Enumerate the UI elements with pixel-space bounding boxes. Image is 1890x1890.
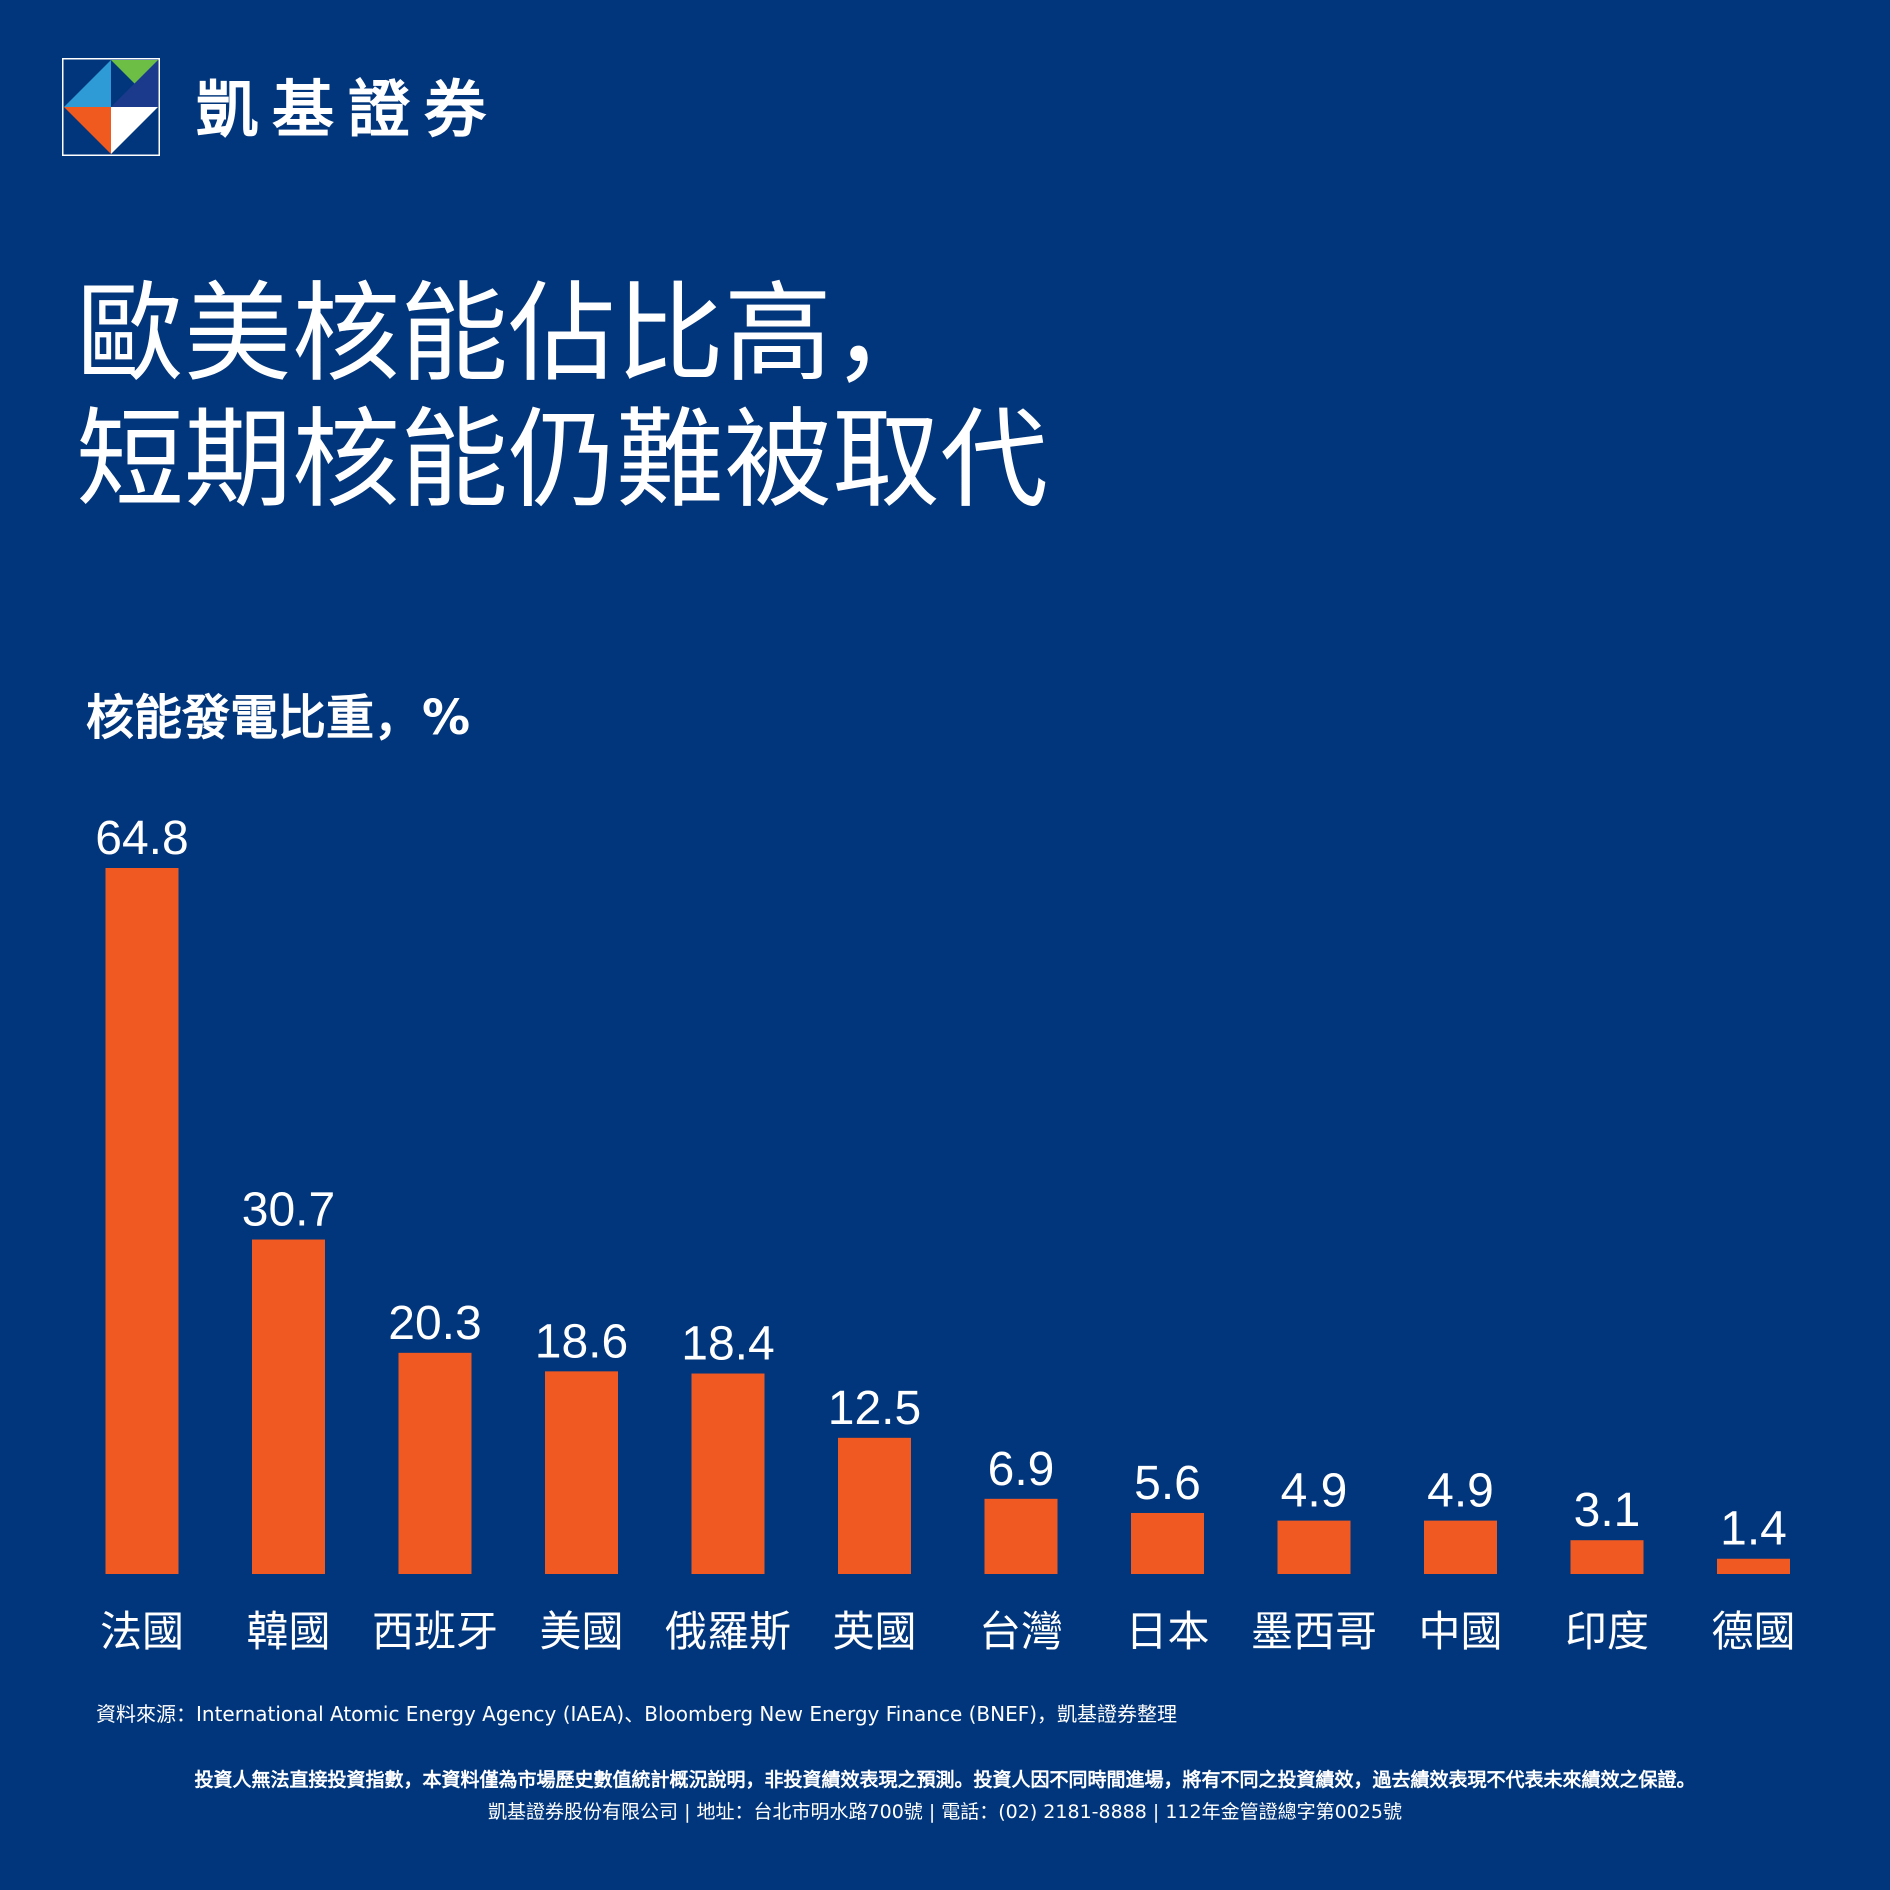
value-label-11: 1.4 — [1720, 1503, 1787, 1556]
bar-1 — [252, 1239, 325, 1574]
category-label-10: 印度 — [1565, 1607, 1649, 1656]
value-label-3: 18.6 — [535, 1315, 628, 1368]
value-label-1: 30.7 — [242, 1184, 335, 1237]
bar-9 — [1424, 1520, 1497, 1574]
category-label-2: 西班牙 — [372, 1607, 498, 1656]
value-label-4: 18.4 — [681, 1318, 774, 1371]
bar-5 — [838, 1437, 911, 1574]
headline: 歐美核能佔比高， 短期核能仍難被取代 — [76, 272, 1048, 524]
category-label-0: 法國 — [100, 1607, 184, 1656]
brand-logo — [62, 58, 160, 156]
disclaimer: 投資人無法直接投資指數，本資料僅為市場歷史數值統計概況說明，非投資績效表現之預測… — [194, 1769, 1696, 1791]
bar-10 — [1570, 1540, 1644, 1574]
value-label-8: 4.9 — [1281, 1465, 1348, 1518]
category-label-4: 俄羅斯 — [665, 1607, 791, 1656]
bar-7 — [1131, 1512, 1204, 1574]
value-label-0: 64.8 — [95, 812, 188, 865]
category-label-11: 德國 — [1711, 1607, 1795, 1656]
bar-4 — [691, 1373, 765, 1574]
category-label-3: 美國 — [539, 1607, 623, 1656]
bar-8 — [1277, 1520, 1351, 1574]
company-info: 凱基證券股份有限公司 | 地址：台北市明水路700號 | 電話：(02) 218… — [488, 1801, 1402, 1823]
category-label-7: 日本 — [1125, 1607, 1209, 1656]
value-label-2: 20.3 — [388, 1297, 481, 1350]
headline-line-1: 歐美核能佔比高， — [76, 272, 941, 397]
value-label-9: 4.9 — [1427, 1465, 1494, 1518]
category-label-6: 台灣 — [979, 1607, 1063, 1656]
bar-chart: 64.8 法國 30.7 韓國 20.3 西班牙 18.6 美國 18.4 俄羅斯 12.5 英國 6.… — [95, 812, 1795, 1656]
value-label-6: 6.9 — [988, 1443, 1055, 1496]
source-note: 資料來源：International Atomic Energy Agency … — [96, 1702, 1178, 1726]
value-label-10: 3.1 — [1574, 1484, 1641, 1537]
brand-name: 凱基證券 — [196, 73, 501, 146]
value-label-7: 5.6 — [1134, 1457, 1201, 1510]
bar-6 — [984, 1498, 1058, 1574]
chart-title: 核能發電比重，% — [86, 690, 471, 746]
bar-2 — [398, 1352, 472, 1574]
bar-11 — [1717, 1558, 1790, 1574]
category-label-5: 英國 — [832, 1607, 916, 1656]
category-label-1: 韓國 — [246, 1607, 330, 1656]
value-label-5: 12.5 — [828, 1382, 921, 1435]
bar-3 — [545, 1371, 618, 1574]
category-label-8: 墨西哥 — [1251, 1607, 1377, 1656]
headline-line-2: 短期核能仍難被取代 — [76, 398, 1049, 523]
category-label-9: 中國 — [1418, 1607, 1502, 1656]
bar-0 — [105, 868, 179, 1574]
